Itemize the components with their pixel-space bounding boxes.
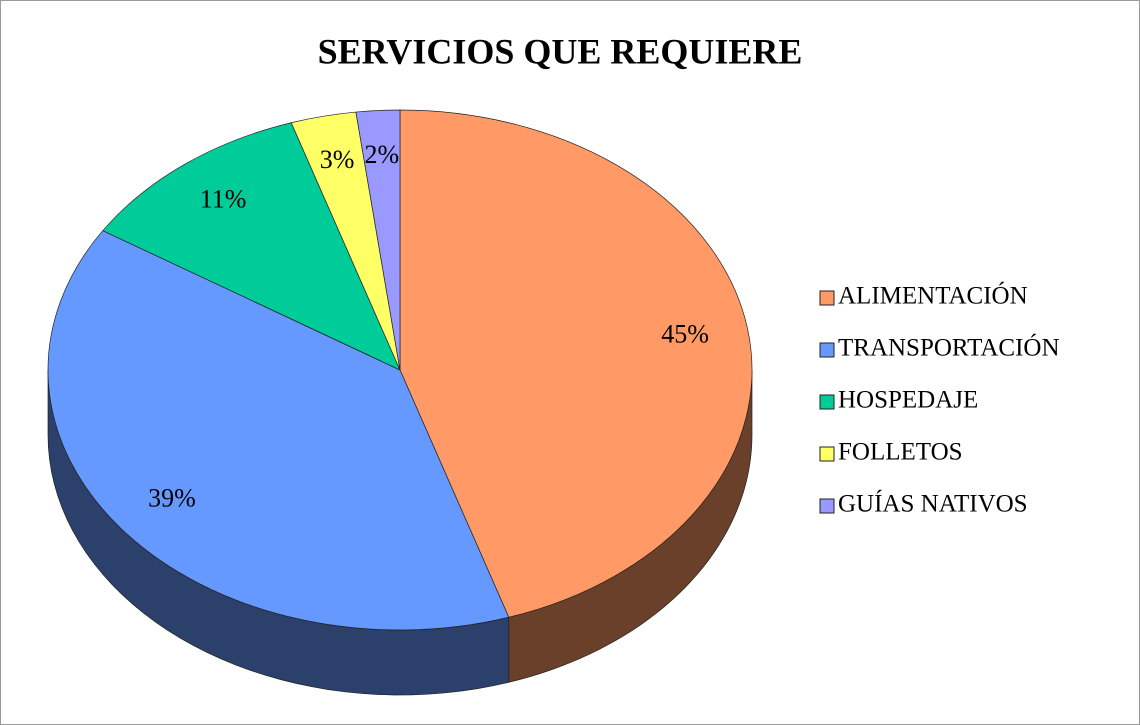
legend-label: HOSPEDAJE <box>838 387 978 414</box>
legend-label: FOLLETOS <box>838 439 963 466</box>
data-label: 3% <box>320 145 355 174</box>
legend-label: GUÍAS NATIVOS <box>838 490 1028 518</box>
pie-slice <box>355 109 401 371</box>
pie-slice <box>399 109 753 618</box>
pie-slice <box>47 230 510 631</box>
legend-swatch <box>819 498 835 514</box>
data-label: 39% <box>148 484 196 513</box>
legend-label: ALIMENTACIÓN <box>838 282 1028 310</box>
data-label: 2% <box>365 140 400 169</box>
legend-swatch <box>819 342 835 358</box>
legend-swatch <box>819 290 835 306</box>
chart-title: SERVICIOS QUE REQUIERE <box>318 31 803 71</box>
data-label: 45% <box>661 320 709 349</box>
pie-slice <box>102 122 401 371</box>
data-label: 11% <box>200 185 247 214</box>
legend-swatch <box>819 394 835 410</box>
legend-label: TRANSPORTACIÓN <box>838 334 1060 362</box>
legend-swatch <box>819 446 835 462</box>
